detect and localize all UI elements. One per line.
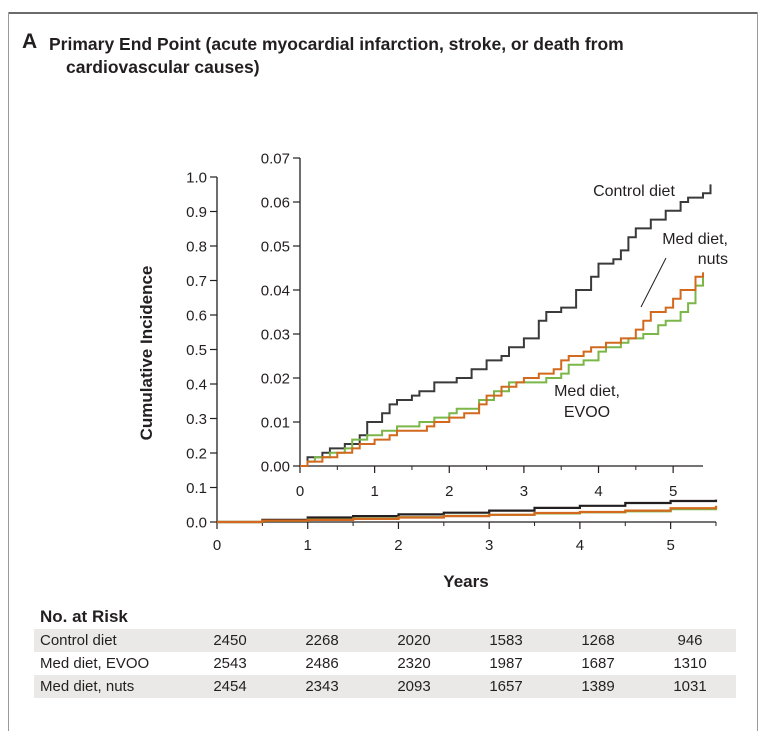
risk-cell: 2020: [368, 629, 460, 652]
main-y-tick-label: 0.1: [186, 480, 207, 497]
main-series-group: [217, 499, 718, 524]
main-x-tick-label: 3: [485, 537, 493, 554]
inset-x-tick-label: 5: [669, 483, 677, 500]
inset-x-tick-label: 1: [370, 483, 378, 500]
main-x-tick-label: 0: [213, 537, 221, 554]
x-axis-label: Years: [443, 572, 488, 591]
panel-right-border: [757, 12, 758, 731]
risk-cell: 1389: [552, 675, 644, 698]
kaplan-meier-chart: 0.00.10.20.30.40.50.60.70.80.91.00 1 2 3 4 5 …: [137, 151, 728, 592]
inset-x-tick-label: 4: [594, 483, 602, 500]
risk-row-label: Control diet: [34, 629, 184, 652]
risk-cell: 946: [644, 629, 736, 652]
inset-x-tick-label: 2: [445, 483, 453, 500]
inset-series-control-diet: [300, 184, 712, 467]
inset-label-nuts-leader: [640, 257, 667, 308]
panel-title-line-2: cardiovascular causes): [66, 57, 260, 77]
main-y-tick-label: 0.0: [186, 515, 207, 532]
risk-cell: 2486: [305, 655, 339, 672]
risk-cell: 2320: [397, 655, 431, 672]
inset-y-tick-label: 0.02: [261, 371, 290, 388]
risk-cell: 2450: [184, 629, 276, 652]
panel-letter: A: [22, 30, 38, 53]
risk-cell: 2268: [276, 629, 368, 652]
inset-label-nuts-line-2: nuts: [698, 251, 728, 268]
risk-cell: 1310: [673, 655, 707, 672]
main-y-tick-label: 1.0: [186, 170, 207, 187]
main-y-tick-label: 0.8: [186, 239, 207, 256]
inset-y-tick-label: 0.07: [261, 151, 290, 168]
y-axis-label: Cumulative Incidence: [137, 266, 156, 441]
inset-y-tick-label: 0.06: [261, 195, 290, 212]
main-y-tick-label: 0.3: [186, 411, 207, 428]
main-x-tick-label: 4: [576, 537, 584, 554]
panel-left-border: [8, 12, 9, 731]
inset-label-control: Control diet: [593, 183, 675, 200]
inset-x-tick-label: 3: [520, 483, 528, 500]
risk-cell: 2454: [184, 675, 276, 698]
risk-table-heading: No. at Risk: [40, 607, 128, 626]
panel-top-rule: [8, 12, 758, 14]
risk-cell: 1268: [552, 629, 644, 652]
inset-y-tick-label: 0.03: [261, 327, 290, 344]
main-x-tick-label: 2: [394, 537, 402, 554]
main-axes: 0.0 0.1 0.2 0.3 0.4 0.5 0.6 0.7 0.8 0.9 1.0 0 1 2 3 4 5: [186, 170, 717, 554]
main-y-tick-label: 0.2: [186, 446, 207, 463]
inset-y-tick-label: 0.01: [261, 415, 290, 432]
main-y-tick-label: 0.6: [186, 308, 207, 325]
inset-label-evoo-line-1: Med diet,: [554, 383, 620, 400]
inset-series-med-diet-nuts: [300, 272, 704, 467]
panel-title: Primary End Point (acute myocardial infa…: [49, 33, 709, 79]
risk-cell: 1687: [581, 655, 615, 672]
panel-title-line-1: Primary End Point (acute myocardial infa…: [49, 34, 624, 54]
risk-row-evoo: Med diet, EVOO 2543 2486 2320 1987 1687 …: [34, 652, 736, 675]
main-series-med-diet-nuts: [217, 505, 718, 524]
main-y-tick-label: 0.7: [186, 273, 207, 290]
risk-cell: 2093: [368, 675, 460, 698]
risk-row-nuts: Med diet, nuts 2454 2343 2093 1657 1389 …: [34, 675, 736, 698]
risk-row-control: Control diet 2450 2268 2020 1583 1268 94…: [34, 629, 736, 652]
inset-y-tick-label: 0.04: [261, 283, 290, 300]
main-series-control-diet: [217, 499, 718, 524]
risk-cell: 1657: [460, 675, 552, 698]
inset-y-tick-label: 0.00: [261, 459, 290, 476]
risk-cell: 2543: [213, 655, 247, 672]
inset-label-nuts-line-1: Med diet,: [662, 231, 728, 248]
risk-cell: 1583: [460, 629, 552, 652]
main-y-tick-label: 0.9: [186, 204, 207, 221]
risk-table: Control diet 2450 2268 2020 1583 1268 94…: [34, 629, 736, 698]
main-x-tick-label: 5: [666, 537, 674, 554]
risk-cell: 1031: [644, 675, 736, 698]
risk-row-label: Med diet, nuts: [34, 675, 184, 698]
main-x-tick-label: 1: [304, 537, 312, 554]
inset-x-tick-label: 0: [296, 483, 304, 500]
inset-label-evoo-line-2: EVOO: [564, 404, 610, 421]
main-y-tick-label: 0.5: [186, 342, 207, 359]
risk-cell: 2343: [276, 675, 368, 698]
risk-cell: 1987: [489, 655, 523, 672]
inset-series-group: [300, 184, 712, 467]
main-y-tick-label: 0.4: [186, 377, 207, 394]
inset-axes: 0.00 0.01 0.02 0.03 0.04 0.05 0.06 0.07 0 1 2 3 4 5: [261, 151, 703, 500]
inset-series-med-diet-evoo: [300, 272, 704, 467]
inset-y-tick-label: 0.05: [261, 239, 290, 256]
risk-row-label: Med diet, EVOO: [40, 655, 150, 672]
